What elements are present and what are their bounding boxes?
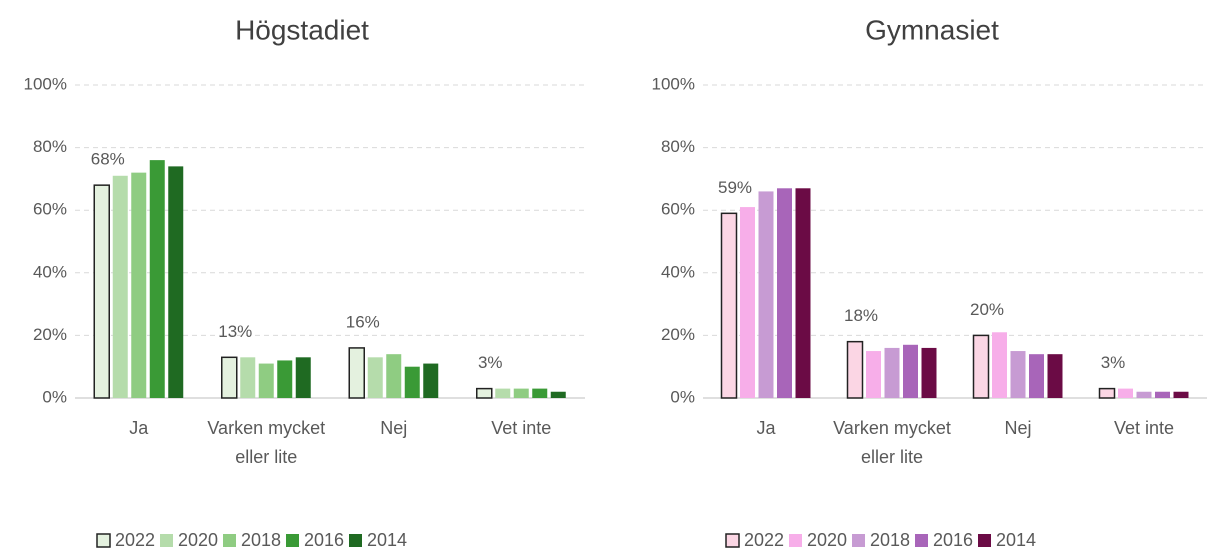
bar (795, 188, 811, 398)
bar (476, 387, 493, 399)
y-tick-label: 100% (652, 74, 695, 93)
x-tick-label-box: Vet inte (1113, 418, 1175, 438)
legend-label: 2018 (241, 530, 281, 550)
bar (921, 347, 937, 398)
x-tick-label: Varken mycket eller lite (833, 418, 951, 467)
bar (277, 360, 293, 398)
x-tick-label-box: Ja (129, 418, 149, 438)
data-label: 20% (970, 300, 1004, 319)
data-label: 59% (718, 178, 752, 197)
legend-swatch (978, 534, 991, 547)
bar (1118, 388, 1133, 398)
bar (777, 188, 792, 398)
data-label: 68% (91, 150, 125, 169)
legend-swatch (96, 533, 111, 548)
y-tick-label: 20% (661, 325, 695, 344)
bar (1173, 391, 1189, 398)
data-label: 13% (218, 322, 252, 341)
bar (93, 184, 110, 399)
bar (295, 357, 311, 398)
bar (495, 388, 511, 398)
legend-swatch (852, 534, 865, 547)
legend-label: 2018 (870, 530, 910, 550)
y-tick-label: 60% (661, 200, 695, 219)
bar (992, 332, 1007, 398)
chart-title: Högstadiet (235, 14, 369, 45)
legend-label: 2014 (367, 530, 407, 550)
legend-swatch (223, 534, 236, 547)
legend-label: 2020 (178, 530, 218, 550)
x-tick-label-box: Nej (380, 418, 408, 438)
bar (758, 191, 774, 398)
y-tick-label: 20% (33, 325, 67, 344)
data-label: 3% (478, 353, 503, 372)
y-tick-label: 80% (33, 137, 67, 156)
data-label: 18% (844, 306, 878, 325)
bar (1047, 354, 1063, 398)
x-tick-label: Vet inte (491, 418, 552, 438)
y-tick-label: 0% (670, 387, 695, 406)
y-tick-label: 40% (661, 262, 695, 281)
bar (532, 388, 548, 398)
bar (513, 388, 529, 398)
legend-label: 2016 (933, 530, 973, 550)
x-tick-label: Varken mycket eller lite (207, 418, 326, 467)
bar (386, 354, 402, 398)
legend-label: 2020 (807, 530, 847, 550)
x-tick-label-box: Varken mycket eller lite (207, 418, 326, 467)
bar (367, 357, 383, 398)
x-tick-label: Nej (1004, 418, 1032, 438)
x-tick-label: Ja (756, 418, 776, 438)
y-tick-label: 100% (24, 74, 67, 93)
legend-swatch (349, 534, 362, 547)
bar (240, 357, 256, 398)
y-tick-label: 60% (33, 200, 67, 219)
y-tick-label: 80% (661, 137, 695, 156)
bar (884, 347, 900, 398)
legend-label: 2014 (996, 530, 1036, 550)
x-tick-label-box: Varken mycket eller lite (833, 418, 951, 467)
bar (131, 172, 147, 398)
y-tick-label: 40% (33, 262, 67, 281)
legend-label: 2022 (115, 530, 155, 550)
y-tick-label: 0% (42, 387, 67, 406)
bar (1098, 387, 1116, 399)
bar (1029, 354, 1044, 398)
bar (258, 363, 274, 398)
x-tick-label-box: Nej (1004, 418, 1032, 438)
x-tick-label-box: Vet inte (491, 418, 552, 438)
legend-swatch (789, 534, 802, 547)
x-tick-label-box: Ja (756, 418, 776, 438)
bar (348, 347, 365, 399)
bar (1155, 391, 1170, 398)
bar (903, 344, 918, 398)
legend-label: 2016 (304, 530, 344, 550)
bar (221, 356, 238, 399)
bar (1136, 391, 1152, 398)
bar (846, 340, 864, 399)
legend-swatch (286, 534, 299, 547)
x-tick-label: Ja (129, 418, 149, 438)
legend-label: 2022 (744, 530, 784, 550)
chart-title: Gymnasiet (865, 14, 999, 45)
bar (149, 160, 165, 398)
bar (404, 366, 420, 398)
data-label: 3% (1101, 353, 1126, 372)
legend-swatch (915, 534, 928, 547)
bar (866, 351, 881, 398)
legend-swatch (160, 534, 173, 547)
bar (972, 334, 990, 399)
legend-swatch (725, 533, 740, 548)
data-label: 16% (346, 312, 380, 331)
bar (168, 166, 184, 398)
bar (112, 175, 128, 398)
bar (740, 207, 755, 398)
bar (550, 391, 566, 398)
bar (720, 212, 738, 399)
x-tick-label: Nej (380, 418, 408, 438)
bar (1010, 351, 1026, 398)
bar (423, 363, 439, 398)
x-tick-label: Vet inte (1113, 418, 1175, 438)
